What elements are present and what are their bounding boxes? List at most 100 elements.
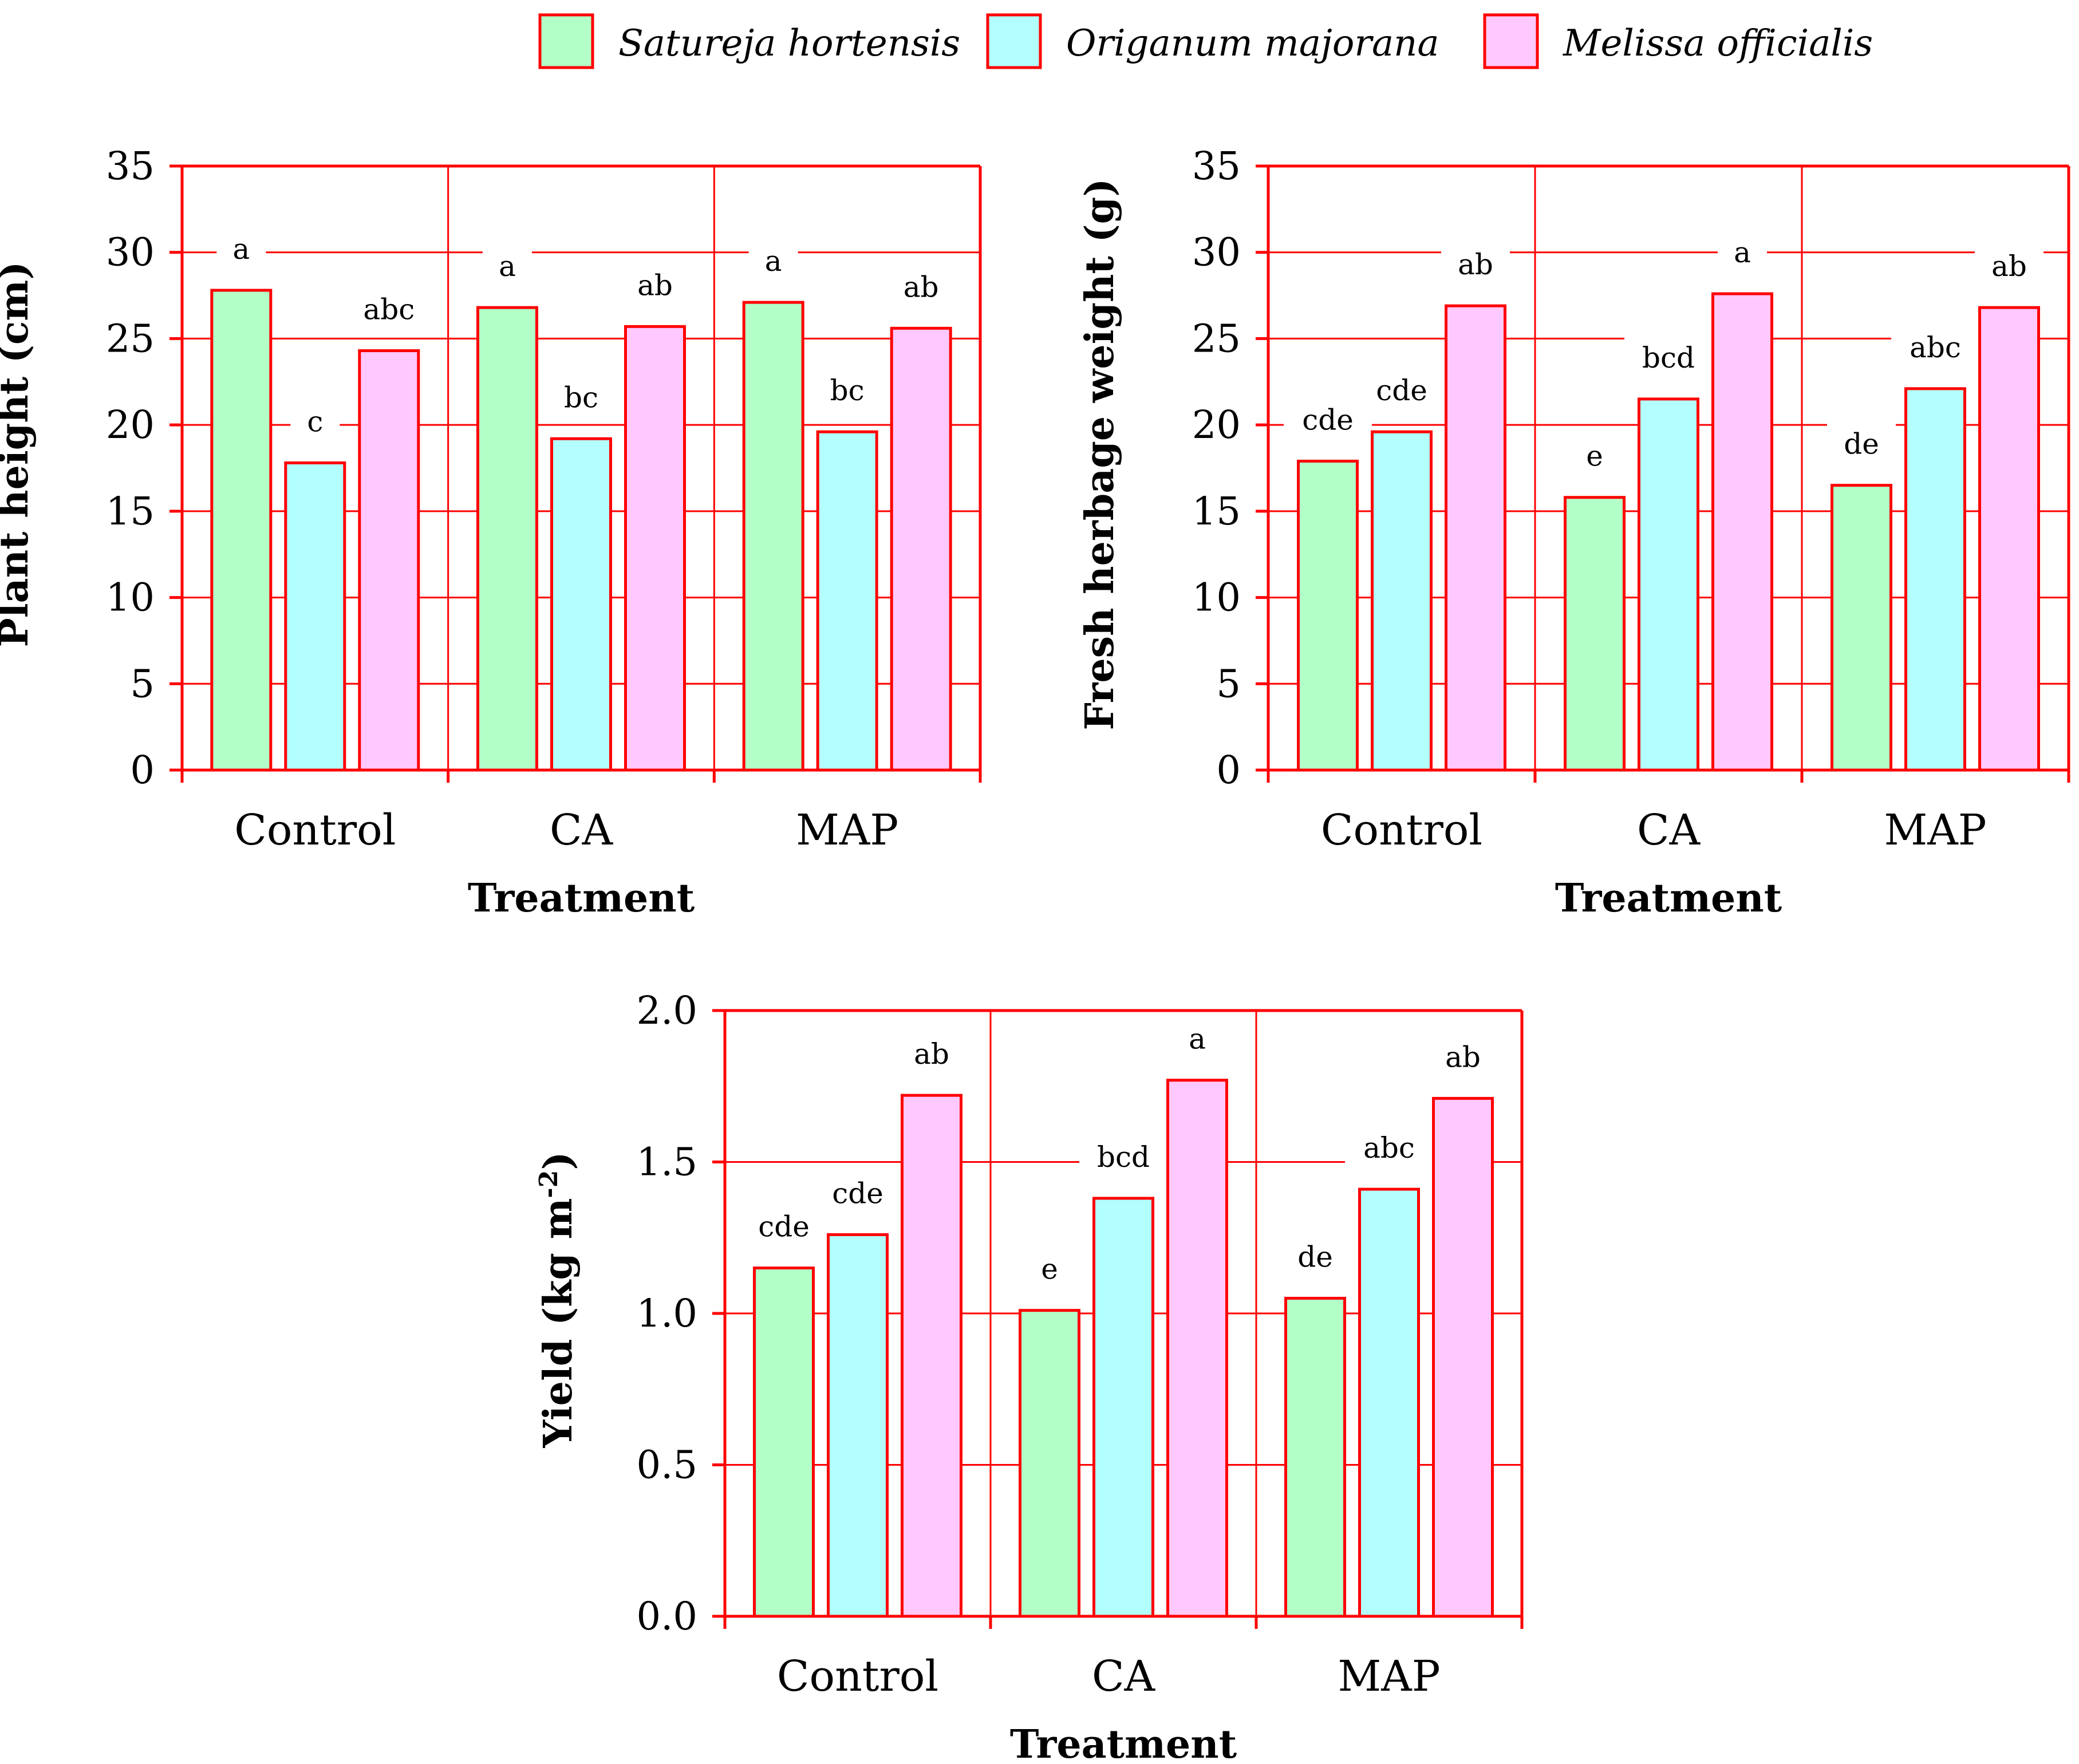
significance-label: abc <box>1910 331 1961 364</box>
y-tick-label: 15 <box>106 489 155 534</box>
y-axis-title: Plant height (cm) <box>0 262 37 648</box>
y-tick-label: 1.0 <box>636 1291 697 1336</box>
bar-control-series-1 <box>753 1266 815 1618</box>
y-tick-label: 0.5 <box>636 1443 697 1487</box>
x-tick-label-ca: CA <box>1637 806 1701 855</box>
y-axis-title: Yield (kg m-2) <box>534 1151 582 1448</box>
y-tick-label: 10 <box>1192 575 1241 620</box>
bar-ca-series-3 <box>624 325 686 772</box>
bar-control-series-3 <box>901 1094 962 1618</box>
bar-map-series-2 <box>1904 387 1966 772</box>
legend-label-melissa: Melissa officialis <box>1563 22 1873 65</box>
bar-control-series-2 <box>284 461 346 772</box>
significance-label: cde <box>1302 403 1354 436</box>
bar-control-series-2 <box>827 1233 889 1618</box>
bar-control-series-1 <box>1297 459 1359 772</box>
y-tick-label: 15 <box>1192 489 1241 534</box>
significance-label: a <box>765 244 782 278</box>
y-tick-label: 5 <box>130 661 155 706</box>
y-tick-label: 20 <box>1192 402 1241 447</box>
y-axis-title: Fresh herbage weight (g) <box>1077 179 1123 731</box>
bar-ca-series-2 <box>1638 397 1699 772</box>
legend: Satureja hortensis Origanum majorana Mel… <box>538 13 1873 69</box>
significance-label: c <box>307 405 323 438</box>
significance-label: cde <box>1376 374 1427 407</box>
significance-label: ab <box>637 269 673 302</box>
x-tick-label-ca: CA <box>1092 1652 1156 1701</box>
bar-ca-series-1 <box>476 306 538 772</box>
significance-label: ab <box>1458 248 1493 281</box>
y-tick-label: 5 <box>1216 661 1241 706</box>
y-tick-label: 0 <box>130 748 155 792</box>
significance-label: a <box>1189 1023 1206 1056</box>
significance-label: e <box>1041 1253 1058 1286</box>
significance-label: ab <box>914 1037 949 1071</box>
bar-control-series-2 <box>1371 430 1433 772</box>
y-tick-label: 20 <box>106 402 155 447</box>
bar-ca-series-3 <box>1166 1079 1228 1618</box>
significance-label: abc <box>1363 1131 1415 1165</box>
significance-label: de <box>1297 1241 1333 1274</box>
significance-label: a <box>499 250 516 283</box>
bar-map-series-3 <box>1978 306 2040 772</box>
significance-label: a <box>1734 236 1751 269</box>
bar-ca-series-2 <box>550 437 612 772</box>
bar-map-series-2 <box>816 430 878 772</box>
significance-label: ab <box>904 270 939 303</box>
significance-label: a <box>232 232 250 266</box>
y-tick-label: 0 <box>1216 748 1241 792</box>
significance-label: cde <box>832 1177 883 1210</box>
x-tick-label-map: MAP <box>1338 1652 1440 1701</box>
y-tick-label: 2.0 <box>636 988 697 1033</box>
y-tick-label: 25 <box>106 316 155 361</box>
legend-label-origanum: Origanum majorana <box>1066 22 1439 65</box>
y-tick-label: 35 <box>106 144 155 188</box>
bar-control-series-1 <box>210 289 273 772</box>
significance-label: cde <box>758 1210 810 1244</box>
x-tick-label-ca: CA <box>550 806 614 855</box>
x-axis-title: Treatment <box>468 875 695 921</box>
legend-label-satureja: Satureja hortensis <box>618 22 960 65</box>
significance-label: ab <box>1445 1040 1481 1074</box>
x-tick-label-map: MAP <box>796 806 898 855</box>
bar-ca-series-2 <box>1092 1197 1154 1618</box>
y-tick-label: 30 <box>1192 230 1241 275</box>
bar-map-series-3 <box>890 326 952 772</box>
y-tick-label: 25 <box>1192 316 1241 361</box>
x-tick-label-control: Control <box>1321 806 1482 855</box>
significance-label: bcd <box>1097 1141 1150 1174</box>
significance-label: ab <box>1991 250 2027 283</box>
significance-label: bc <box>564 381 598 414</box>
bar-ca-series-3 <box>1711 292 1773 772</box>
x-axis-title: Treatment <box>1010 1722 1237 1764</box>
bar-map-series-1 <box>1831 484 1892 772</box>
bar-map-series-3 <box>1432 1096 1494 1618</box>
significance-label: bc <box>830 374 865 407</box>
y-tick-label: 30 <box>106 230 155 275</box>
significance-label: de <box>1844 428 1879 461</box>
bar-control-series-3 <box>358 349 420 772</box>
y-tick-label: 1.5 <box>636 1140 697 1185</box>
x-tick-label-control: Control <box>777 1652 938 1701</box>
bar-map-series-1 <box>742 301 804 772</box>
y-tick-label: 10 <box>106 575 155 620</box>
x-axis-title: Treatment <box>1555 875 1782 921</box>
legend-swatch-melissa <box>1483 13 1539 69</box>
significance-label: abc <box>363 293 415 326</box>
x-tick-label-control: Control <box>234 806 396 855</box>
y-tick-label: 0.0 <box>636 1594 697 1639</box>
y-tick-label: 35 <box>1192 144 1241 188</box>
bar-control-series-3 <box>1445 304 1506 772</box>
significance-label: bcd <box>1642 341 1695 374</box>
legend-swatch-origanum <box>986 13 1042 69</box>
bar-map-series-1 <box>1284 1297 1346 1618</box>
bar-ca-series-1 <box>1564 496 1626 772</box>
x-tick-label-map: MAP <box>1884 806 1986 855</box>
significance-label: e <box>1586 440 1603 473</box>
bar-ca-series-1 <box>1019 1309 1080 1618</box>
legend-swatch-satureja <box>538 13 594 69</box>
